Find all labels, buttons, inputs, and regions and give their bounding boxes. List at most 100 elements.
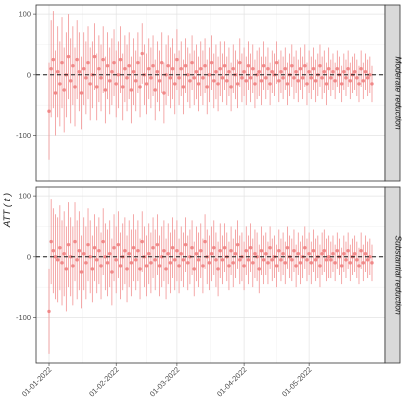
- data-point: [177, 76, 181, 80]
- data-point: [68, 255, 73, 259]
- data-point: [303, 245, 307, 250]
- data-point: [138, 267, 142, 271]
- data-point: [151, 245, 155, 250]
- data-point: [147, 252, 151, 256]
- data-point: [81, 252, 86, 256]
- data-point: [201, 264, 205, 268]
- data-point: [97, 249, 101, 253]
- data-point: [294, 264, 298, 268]
- data-point: [231, 67, 235, 71]
- data-point: [209, 252, 214, 256]
- data-point: [140, 239, 144, 244]
- data-point: [342, 70, 346, 74]
- y-tick-label: 100: [18, 10, 31, 19]
- data-point: [348, 261, 353, 265]
- data-point: [359, 67, 363, 71]
- y-tick-label: -100: [16, 313, 31, 322]
- data-point: [181, 258, 186, 262]
- data-point: [77, 70, 82, 74]
- data-point: [309, 261, 313, 265]
- data-point: [207, 73, 212, 77]
- data-point: [352, 252, 357, 256]
- data-point: [277, 249, 281, 253]
- data-point: [131, 245, 136, 250]
- data-point: [53, 255, 58, 259]
- data-point: [58, 245, 62, 250]
- data-point: [322, 70, 327, 74]
- data-point: [285, 82, 290, 86]
- data-point: [164, 73, 168, 77]
- data-point: [99, 264, 103, 268]
- data-point: [368, 255, 372, 259]
- data-point: [344, 76, 348, 80]
- data-point: [129, 261, 134, 265]
- data-point: [339, 82, 344, 86]
- data-point: [298, 261, 303, 265]
- data-point: [229, 249, 233, 253]
- data-point: [333, 261, 337, 265]
- data-point: [51, 249, 56, 253]
- data-point: [88, 255, 92, 259]
- data-point: [153, 258, 157, 262]
- data-point: [162, 249, 166, 253]
- data-point: [62, 88, 66, 92]
- data-point: [326, 67, 331, 71]
- data-point: [64, 267, 69, 271]
- data-point: [368, 73, 372, 77]
- data-point: [311, 67, 316, 71]
- data-point: [283, 67, 287, 71]
- data-point: [365, 258, 370, 262]
- data-point: [199, 67, 203, 71]
- y-tick-label: 0: [27, 252, 31, 261]
- data-point: [253, 82, 257, 86]
- data-point: [144, 82, 149, 86]
- data-point: [101, 239, 105, 244]
- facet-strip-label: Moderate reduction: [394, 56, 404, 130]
- data-point: [103, 255, 108, 259]
- data-point: [290, 258, 294, 262]
- data-point: [127, 252, 131, 256]
- data-point: [318, 63, 322, 68]
- data-point: [196, 82, 201, 86]
- data-point: [218, 67, 222, 71]
- data-point: [81, 67, 86, 71]
- data-point: [283, 261, 287, 265]
- data-point: [274, 60, 279, 65]
- data-point: [86, 242, 90, 247]
- data-point: [229, 85, 233, 89]
- data-point: [346, 249, 350, 253]
- data-point: [186, 261, 190, 265]
- data-point: [136, 249, 140, 253]
- data-point: [313, 79, 318, 83]
- data-point: [153, 88, 157, 92]
- facet-strip-label: Substantial reduction: [394, 235, 404, 315]
- data-point: [329, 258, 333, 262]
- data-point: [335, 67, 340, 71]
- data-point: [342, 252, 346, 256]
- y-tick-label: 100: [18, 192, 31, 201]
- data-point: [270, 70, 274, 74]
- data-point: [279, 258, 283, 262]
- data-point: [264, 252, 268, 256]
- data-point: [47, 109, 51, 113]
- facet-panels: -100 0 100 Moderate reduction -100 0 100 Substa…: [16, 4, 404, 364]
- data-point: [203, 239, 207, 244]
- data-point: [259, 249, 264, 253]
- data-point: [268, 82, 272, 86]
- data-point: [168, 261, 173, 265]
- series: [47, 199, 374, 354]
- data-point: [92, 245, 97, 250]
- data-point: [66, 242, 71, 247]
- data-point: [266, 67, 270, 71]
- facet-strip: [384, 4, 401, 182]
- data-point: [186, 73, 190, 77]
- x-tick-label: 01-05-2022: [280, 365, 313, 398]
- data-point: [196, 258, 201, 262]
- data-point: [151, 63, 155, 68]
- data-point: [55, 258, 60, 262]
- data-point: [324, 82, 329, 86]
- data-point: [51, 57, 56, 62]
- data-point: [305, 82, 309, 86]
- data-point: [49, 239, 53, 244]
